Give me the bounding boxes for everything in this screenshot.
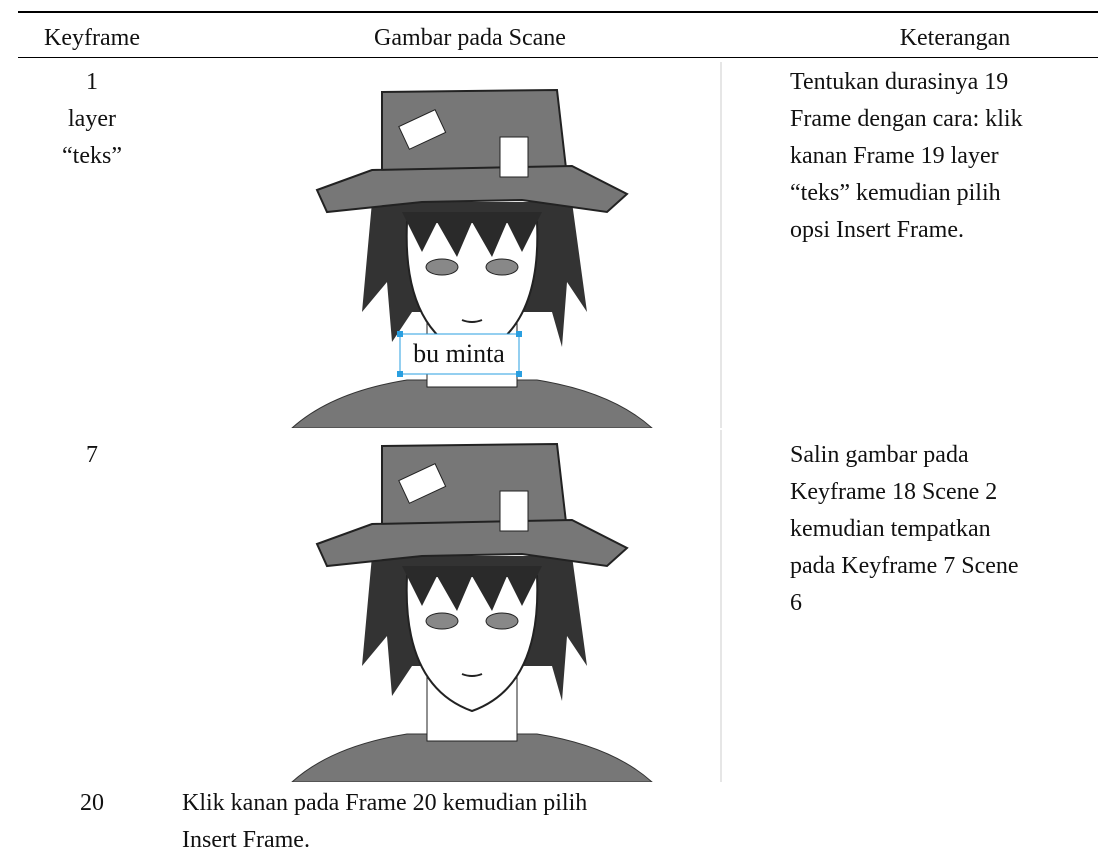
keterangan-line: Tentukan durasinya 19 [790, 69, 1009, 95]
scene-image [291, 430, 722, 782]
keterangan-line: opsi Insert Frame. [790, 217, 964, 243]
text-box [399, 333, 520, 375]
keyframe-cell: 20 [80, 790, 104, 816]
header-cell: Keterangan [899, 25, 1011, 51]
keterangan-line: kemudian tempatkan [790, 516, 991, 542]
keterangan-line: Salin gambar pada [790, 442, 969, 468]
header-cell: Keyframe [44, 25, 140, 51]
keyframe-cell: “teks” [62, 143, 122, 169]
keterangan-line: Klik kanan pada Frame 20 kemudian pilih [182, 790, 588, 816]
keyframe-cell: 7 [86, 442, 98, 468]
image-text: bu minta [413, 339, 505, 368]
keyframe-cell: 1 [86, 69, 98, 95]
top-rule [18, 11, 1098, 13]
keterangan-line: 6 [790, 590, 802, 616]
header-cell: Gambar pada Scane [374, 25, 566, 51]
keterangan-line: Keyframe 18 Scene 2 [790, 479, 998, 505]
scene-image: bu minta [291, 62, 722, 428]
keterangan-line: pada Keyframe 7 Scene [790, 553, 1019, 579]
header-rule [18, 57, 1098, 58]
keterangan-line: “teks” kemudian pilih [790, 180, 1001, 206]
keyframe-cell: layer [68, 106, 116, 132]
keterangan-line: Insert Frame. [182, 827, 310, 853]
keterangan-line: kanan Frame 19 layer [790, 143, 999, 169]
keterangan-line: Frame dengan cara: klik [790, 106, 1023, 132]
